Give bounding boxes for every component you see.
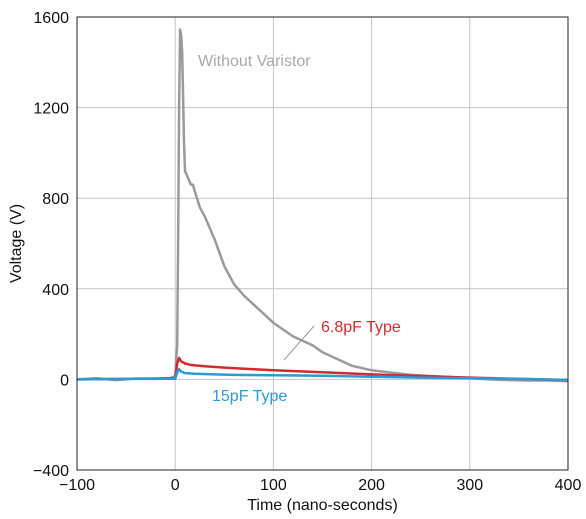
x-tick-label: 400: [555, 477, 582, 494]
series-lines: [76, 28, 569, 383]
label-6-8pf-type: 6.8pF Type: [321, 319, 401, 336]
x-tick-label: 100: [260, 477, 287, 494]
y-tick-label: 1200: [33, 101, 69, 118]
x-tick-label: 0: [171, 477, 180, 494]
x-axis-title: Time (nano-seconds): [247, 497, 398, 514]
annotation-leader-line: [283, 325, 315, 361]
line-15pf-type: [76, 367, 569, 382]
x-tick-label: −100: [59, 477, 95, 494]
y-tick-label: 400: [42, 282, 69, 299]
line-without-varistor: [76, 28, 569, 383]
x-tick-label: 200: [358, 477, 385, 494]
y-tick-label: 800: [42, 191, 69, 208]
x-tick-labels: −100 0 100 200 300 400: [59, 477, 581, 494]
y-tick-label: 0: [60, 372, 69, 389]
y-axis-title: Voltage (V): [8, 204, 25, 283]
y-tick-labels: −400 0 400 800 1200 1600: [33, 10, 69, 480]
x-tick-label: 300: [456, 477, 483, 494]
grid-lines: [77, 17, 568, 470]
line-6-8pf-type: [76, 356, 569, 382]
label-without-varistor: Without Varistor: [198, 53, 311, 70]
y-tick-label: −400: [33, 463, 69, 480]
label-15pf-type: 15pF Type: [212, 388, 287, 405]
plot-frame: [76, 16, 569, 471]
y-tick-label: 1600: [33, 10, 69, 27]
